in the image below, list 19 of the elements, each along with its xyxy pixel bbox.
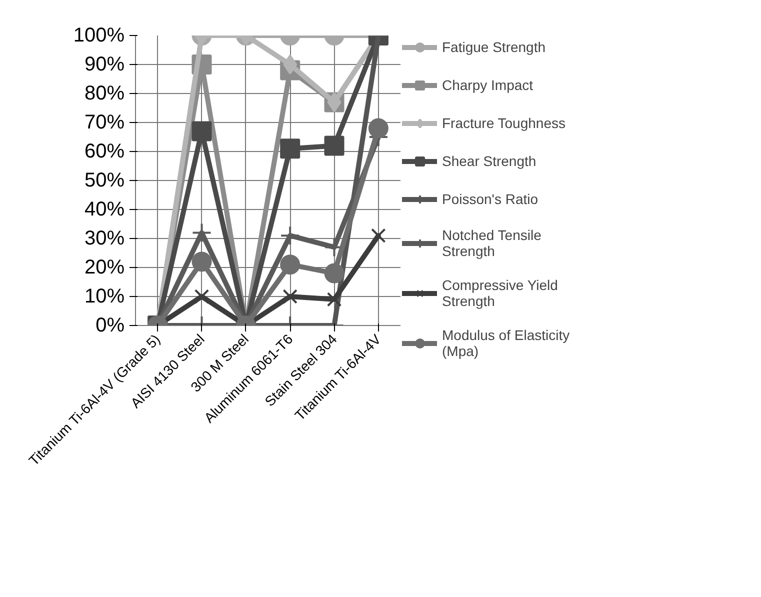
y-tick-label: 20% bbox=[84, 256, 125, 278]
legend-label: Charpy Impact bbox=[442, 77, 534, 93]
legend-label: Fracture Toughness bbox=[442, 115, 566, 131]
y-tick-label: 90% bbox=[84, 54, 125, 76]
legend-label: Modulus of Elasticity (Mpa) bbox=[442, 327, 570, 359]
y-tick-label: 70% bbox=[84, 112, 125, 134]
legend-label: Poisson's Ratio bbox=[442, 191, 540, 207]
legend-label: Notched Tensile Strength bbox=[442, 227, 542, 259]
legend-label: Compressive Yield Strength bbox=[442, 277, 559, 309]
y-tick-label: 10% bbox=[84, 286, 125, 308]
legend-label: Fatigue Strength bbox=[442, 39, 547, 55]
y-tick-label: 50% bbox=[84, 170, 125, 192]
y-tick-label: 100% bbox=[73, 24, 125, 46]
y-tick-label: 60% bbox=[84, 140, 125, 162]
legend-label: Shear Strength bbox=[442, 153, 538, 169]
y-tick-label: 30% bbox=[84, 228, 125, 250]
y-tick-label: 40% bbox=[84, 198, 125, 220]
y-tick-label: 0% bbox=[96, 314, 125, 336]
y-tick-label: 80% bbox=[84, 82, 125, 104]
